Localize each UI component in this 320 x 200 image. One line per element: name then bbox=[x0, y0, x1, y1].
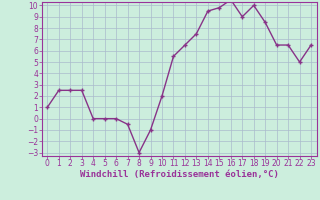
X-axis label: Windchill (Refroidissement éolien,°C): Windchill (Refroidissement éolien,°C) bbox=[80, 170, 279, 179]
